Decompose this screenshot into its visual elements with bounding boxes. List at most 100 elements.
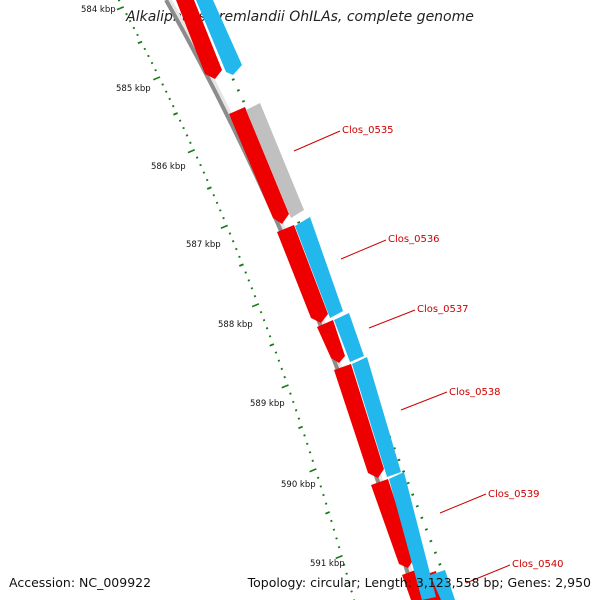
forward-gene-clos-0539[interactable] [389,472,436,600]
reverse-gene-clos-0535-region[interactable] [229,107,289,224]
minor-tick [265,327,269,330]
gene-label[interactable]: Clos_0536 [388,234,440,245]
minor-tick [244,271,247,274]
minor-tick [311,459,315,462]
outer-tick [297,221,301,224]
forward-gene-top[interactable] [196,0,242,75]
minor-tick [205,178,209,182]
reverse-gene-clos-0538[interactable] [334,364,384,478]
minor-tick [268,335,272,338]
major-tick [281,384,289,389]
outer-tick [415,504,419,508]
scale-label: 590 kbp [281,480,316,490]
gene-label[interactable]: Clos_0540 [512,559,564,570]
minor-tick [222,216,225,220]
minor-tick [147,54,150,58]
gene-label[interactable]: Clos_0539 [488,489,540,500]
major-tick [187,149,196,154]
minor-tick [332,528,336,531]
minor-tick [262,318,266,322]
outer-tick [438,563,442,566]
forward-gene-clos-0536[interactable] [295,217,343,318]
minor-tick [303,434,306,437]
outer-tick [420,516,424,520]
minor-tick [219,209,222,212]
minor-tick [238,255,241,259]
scale-label: 591 kbp [310,559,345,569]
minor-tick [235,247,238,251]
minor-tick [308,451,312,454]
minor-tick [277,359,281,362]
minor-tick [347,581,351,584]
major-tick [152,76,161,81]
minor-tick [337,545,341,549]
pseudo-gene-clos-0535[interactable] [246,103,304,218]
minor-tick [274,351,278,354]
minor-tick [292,400,295,404]
minor-tick [305,442,309,446]
minor-tick [202,171,206,174]
major-tick [335,554,343,560]
minor-tick [231,240,235,243]
backbone [164,0,418,600]
minor-tick [150,61,154,65]
minor-tick [185,134,189,137]
minor-tick [128,19,132,23]
minor-tick [335,537,338,540]
minor-tick [132,26,136,30]
gene-label[interactable]: Clos_0537 [417,304,469,315]
outer-tick [241,99,246,103]
scale-labels: 584 kbp 585 kbp 586 kbp 587 kbp 588 kbp … [81,5,345,569]
minor-tick [206,186,212,190]
minor-tick [319,485,323,488]
genome-summary-text: Topology: circular; Length: 3,123,558 bp… [247,575,591,590]
gene-label[interactable]: Clos_0538 [449,387,501,398]
outer-tick [401,470,406,473]
forward-gene-clos-0540[interactable] [430,570,455,600]
minor-tick [280,367,284,371]
minor-tick [297,417,301,420]
gene-labels: Clos_0535 Clos_0536 Clos_0537 Clos_0538 … [342,125,564,570]
reverse-gene-clos-0539[interactable] [371,479,414,568]
minor-tick [228,232,232,235]
scale-label: 588 kbp [218,320,253,330]
scale-label: 584 kbp [81,5,116,15]
outer-tick [397,458,401,462]
forward-strand-genes [196,0,455,600]
minor-tick [294,409,298,412]
minor-tick [182,126,185,130]
reverse-gene-clos-0537[interactable] [317,320,345,363]
minor-tick [168,97,171,101]
minor-tick [164,90,168,93]
minor-tick [199,163,202,167]
minor-tick [143,47,147,51]
minor-tick [269,343,275,347]
scale-label: 589 kbp [250,399,285,409]
major-tick [309,468,317,473]
minor-tick [253,295,257,298]
minor-tick [330,519,333,523]
minor-tick [137,40,143,45]
minor-tick [189,141,192,144]
minor-tick [325,511,331,515]
minor-tick [342,563,346,567]
reverse-gene-top[interactable] [174,0,222,79]
minor-tick [161,83,164,86]
major-tick [251,303,260,308]
gene-label[interactable]: Clos_0535 [342,125,394,136]
minor-tick [125,12,128,16]
forward-gene-clos-0538[interactable] [352,357,401,477]
outer-tick [406,481,410,485]
minor-tick [350,590,353,593]
outer-tick [424,528,428,531]
reverse-gene-clos-0536[interactable] [277,225,328,323]
minor-tick [215,201,219,205]
minor-tick [171,104,175,108]
minor-tick [178,119,182,122]
forward-gene-clos-0537[interactable] [334,313,364,362]
major-tick [116,6,125,11]
minor-tick [316,476,320,480]
accession-text: Accession: NC_009922 [9,575,152,590]
scale-label: 587 kbp [186,240,221,250]
